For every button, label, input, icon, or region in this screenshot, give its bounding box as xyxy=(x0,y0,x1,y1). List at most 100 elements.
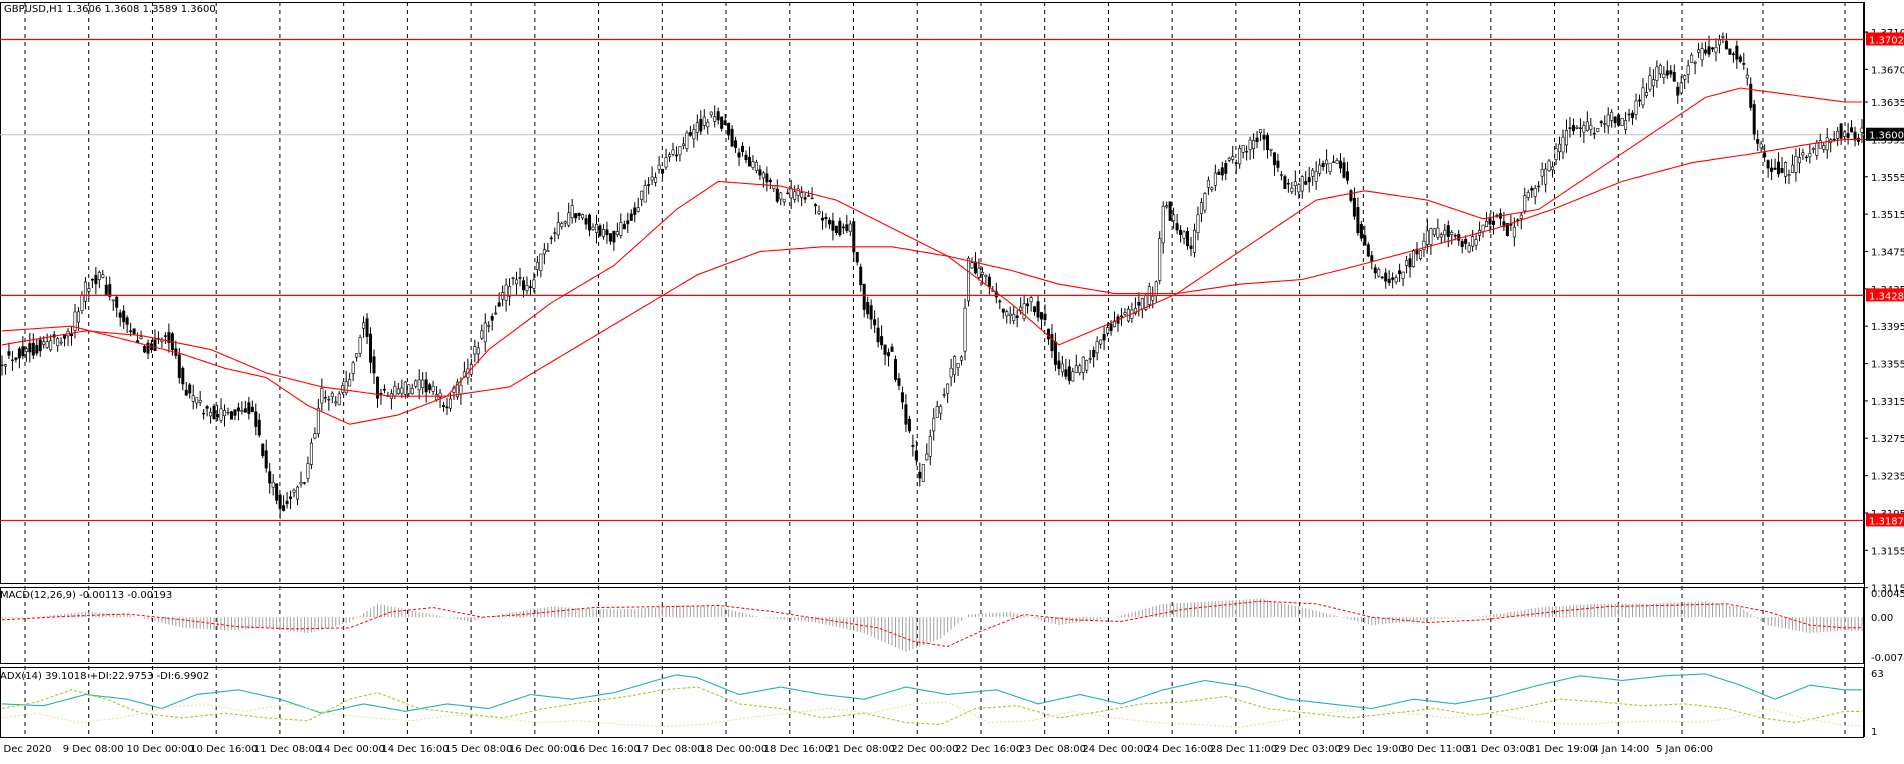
macd-pane[interactable] xyxy=(1,598,1863,652)
candle-body xyxy=(247,402,251,414)
candle-body xyxy=(1784,162,1788,177)
candle-body xyxy=(640,190,644,200)
candle xyxy=(299,471,303,488)
candle xyxy=(935,400,939,418)
candle-body xyxy=(834,225,838,233)
candle xyxy=(765,166,769,192)
candle xyxy=(167,323,171,353)
candle-body xyxy=(177,354,181,379)
candle xyxy=(946,383,950,403)
candle-body xyxy=(38,339,42,352)
macd-signal-line xyxy=(1,600,1862,648)
candle xyxy=(1425,219,1429,251)
candle-body xyxy=(1067,366,1071,381)
candle-body xyxy=(73,311,77,331)
candle-body xyxy=(504,284,508,301)
candle xyxy=(1158,231,1162,285)
candle xyxy=(515,271,519,295)
candle xyxy=(1189,236,1193,257)
candle xyxy=(914,440,918,466)
candle-body xyxy=(1405,260,1409,266)
candle xyxy=(163,332,167,344)
candle-body xyxy=(730,128,734,147)
candle-body xyxy=(1241,145,1245,153)
level-price-tag-label: 1.3187 xyxy=(1869,516,1904,527)
candle xyxy=(1384,268,1388,289)
candle xyxy=(1801,148,1805,160)
candle xyxy=(1314,161,1318,191)
candle-body xyxy=(515,279,519,285)
candle-body xyxy=(1790,164,1794,173)
candle-body xyxy=(1387,278,1391,284)
candle-body xyxy=(1335,160,1339,164)
x-tick-label: 14 Dec 00:00 xyxy=(318,744,385,755)
candle-body xyxy=(1606,114,1610,127)
candle xyxy=(921,463,925,482)
candle xyxy=(671,142,675,157)
candle xyxy=(674,146,678,162)
candle xyxy=(1530,185,1534,198)
candle-body xyxy=(668,154,672,158)
main-price-pane[interactable] xyxy=(0,32,1864,522)
candle xyxy=(118,309,122,327)
candle xyxy=(1603,115,1607,134)
candle xyxy=(1405,255,1409,274)
candle xyxy=(657,155,661,174)
candle-body xyxy=(334,401,338,404)
candle xyxy=(292,488,296,498)
candle-body xyxy=(1269,148,1273,151)
candle-body xyxy=(1777,161,1781,175)
candle-body xyxy=(1811,148,1815,150)
candle xyxy=(588,213,592,237)
candle-body xyxy=(939,405,943,414)
candle-body xyxy=(681,143,685,146)
adx-pane[interactable] xyxy=(1,673,1862,728)
candle xyxy=(876,317,880,348)
candle-body xyxy=(14,357,18,360)
candle xyxy=(626,212,630,234)
candle xyxy=(400,379,404,398)
candle xyxy=(375,376,379,408)
candle-body xyxy=(275,483,279,501)
candle-body xyxy=(1610,111,1614,121)
candle-body xyxy=(563,221,567,224)
candle-body xyxy=(727,122,731,136)
candle-body xyxy=(268,471,272,484)
candle xyxy=(1519,212,1523,230)
candle-body xyxy=(1575,126,1579,129)
candle xyxy=(1099,339,1103,349)
candle-body xyxy=(80,294,84,312)
candle xyxy=(1742,52,1746,70)
candle-body xyxy=(1707,46,1711,55)
candle xyxy=(483,313,487,352)
candle xyxy=(1335,157,1339,164)
candle-body xyxy=(1168,201,1172,221)
candle xyxy=(1022,294,1026,322)
candle-body xyxy=(1485,221,1489,228)
candle-body xyxy=(1804,156,1808,159)
candle-body xyxy=(1735,45,1739,60)
candle-body xyxy=(914,450,918,461)
candle-body xyxy=(209,411,213,417)
candle xyxy=(1773,158,1777,170)
candle xyxy=(1001,308,1005,319)
candle-body xyxy=(1651,79,1655,87)
candle-body xyxy=(1686,65,1690,75)
candle-body xyxy=(1071,371,1075,382)
candle-body xyxy=(1544,168,1548,185)
candle xyxy=(1578,118,1582,138)
candle xyxy=(796,184,800,203)
candle-body xyxy=(431,385,435,392)
candle-body xyxy=(1519,214,1523,219)
adx-line xyxy=(1,673,1862,714)
candle xyxy=(278,493,282,519)
candle xyxy=(94,266,98,295)
candle-body xyxy=(355,353,359,358)
candle xyxy=(1012,306,1016,325)
candle-body xyxy=(1078,365,1082,374)
candle-body xyxy=(139,336,143,339)
x-tick-label: 31 Dec 19:00 xyxy=(1529,744,1596,755)
